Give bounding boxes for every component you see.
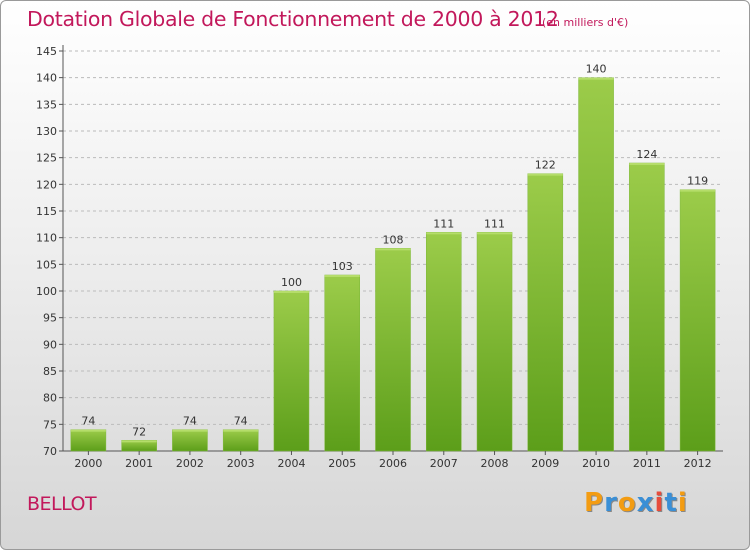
x-tick-label: 2011 (633, 457, 661, 470)
x-tick-label: 2007 (430, 457, 458, 470)
bar (578, 77, 614, 452)
x-tick-label: 2000 (74, 457, 102, 470)
y-tick-label: 115 (36, 205, 57, 218)
chart-title: Dotation Globale de Fonctionnement de 20… (27, 7, 559, 31)
y-tick-label: 120 (36, 178, 57, 191)
bar-highlight (70, 429, 106, 432)
data-label: 108 (383, 233, 404, 246)
y-tick-label: 100 (36, 285, 57, 298)
bar (172, 429, 208, 452)
y-tick-label: 90 (43, 338, 57, 351)
bar (476, 232, 513, 452)
bar (426, 232, 462, 452)
bar (273, 290, 310, 452)
data-label: 74 (234, 415, 248, 428)
data-label: 111 (433, 217, 454, 230)
x-tick-label: 2005 (328, 457, 356, 470)
bar-highlight (629, 163, 665, 165)
proxiti-logo: Proxiti (584, 488, 688, 518)
bar (324, 274, 360, 452)
bar-highlight (121, 440, 157, 443)
y-tick-label: 95 (43, 312, 57, 325)
bar (629, 162, 665, 452)
logo-letter: P (584, 488, 605, 518)
y-tick-label: 125 (36, 152, 57, 165)
data-label: 103 (332, 260, 353, 273)
y-tick-label: 70 (43, 445, 57, 458)
logo-letter: i (654, 488, 665, 518)
bar-highlight (172, 429, 208, 432)
data-label: 111 (484, 217, 505, 230)
data-label: 124 (636, 148, 657, 161)
bar-highlight (477, 232, 513, 235)
y-tick-label: 130 (36, 125, 57, 138)
data-label: 122 (535, 159, 556, 172)
x-tick-label: 2002 (176, 457, 204, 470)
bar-highlight (375, 248, 411, 251)
x-tick-label: 2004 (277, 457, 305, 470)
x-tick-label: 2010 (582, 457, 610, 470)
bar (70, 429, 107, 452)
bar (375, 248, 411, 452)
bar (679, 189, 716, 452)
bar-highlight (680, 189, 716, 192)
data-label: 74 (81, 415, 95, 428)
y-tick-label: 135 (36, 98, 57, 111)
logo-letter: o (617, 488, 637, 518)
data-label: 100 (281, 276, 302, 289)
bar-highlight (273, 291, 309, 293)
bar (527, 173, 564, 452)
bar-highlight (223, 429, 259, 432)
x-tick-label: 2008 (481, 457, 509, 470)
logo-letter: i (677, 488, 688, 518)
y-tick-label: 80 (43, 392, 57, 405)
bar-highlight (324, 275, 360, 277)
y-tick-label: 110 (36, 232, 57, 245)
commune-name: BELLOT (27, 493, 97, 515)
y-tick-label: 105 (36, 258, 57, 271)
bar-highlight (578, 77, 614, 80)
data-label: 140 (586, 63, 607, 76)
x-tick-label: 2006 (379, 457, 407, 470)
y-tick-label: 85 (43, 365, 57, 378)
bar-highlight (527, 173, 563, 176)
x-tick-label: 2003 (227, 457, 255, 470)
data-label: 74 (183, 415, 197, 428)
bar (222, 429, 259, 452)
x-tick-label: 2001 (125, 457, 153, 470)
chart-unit-note: (en milliers d'€) (542, 16, 629, 29)
logo-letter: x (636, 488, 655, 518)
data-label: 119 (687, 175, 708, 188)
x-tick-label: 2012 (684, 457, 712, 470)
y-tick-label: 75 (43, 418, 57, 431)
y-tick-label: 140 (36, 72, 57, 85)
y-tick-label: 145 (36, 45, 57, 58)
data-label: 72 (132, 425, 146, 438)
logo-letter: t (664, 488, 678, 518)
logo-letter: r (604, 488, 618, 518)
bar-highlight (426, 232, 462, 235)
x-tick-label: 2009 (531, 457, 559, 470)
